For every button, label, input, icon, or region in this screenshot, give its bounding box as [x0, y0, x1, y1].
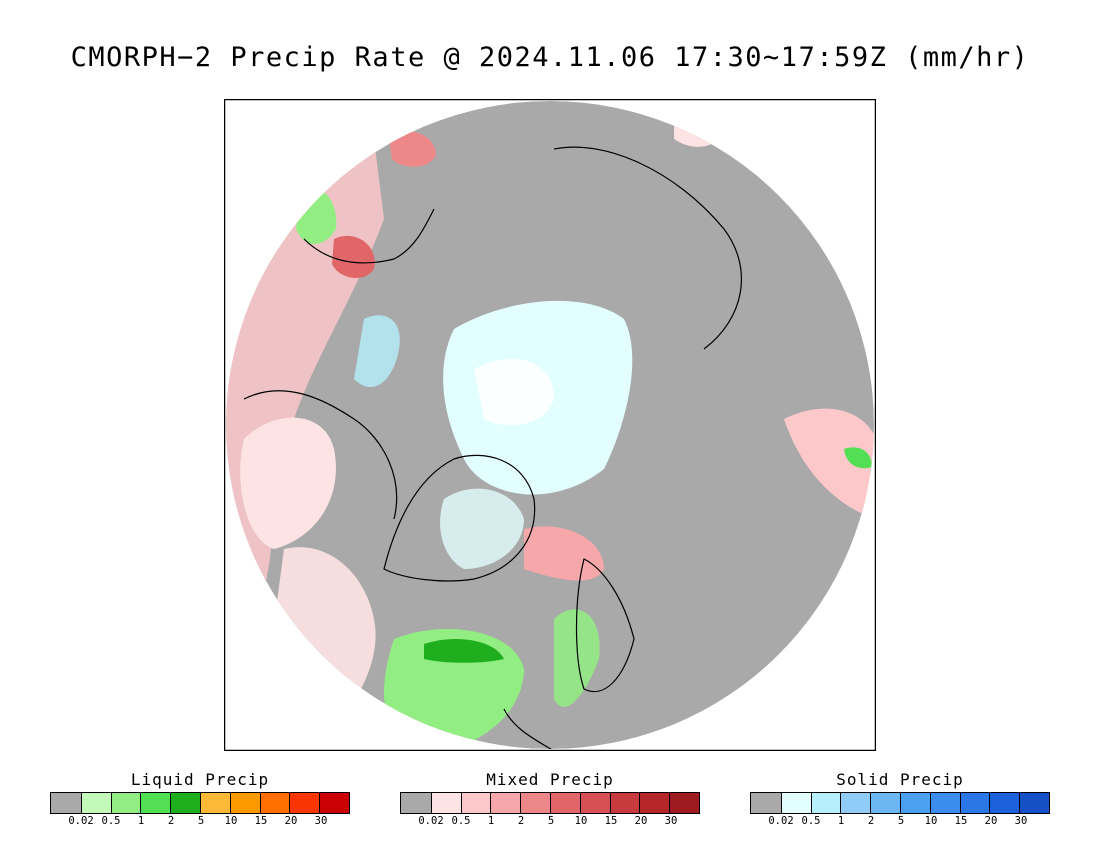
- legend-liquid-tick-label: 10: [224, 815, 238, 827]
- solid-precip-core: [474, 359, 554, 425]
- legend-liquid-swatch: [80, 793, 111, 813]
- legend-mixed-tick-label: 1: [487, 815, 495, 827]
- legend-mixed-ticks: 0.02 0.5 1 2 5 10 15 20 30: [400, 815, 700, 829]
- precip-map: [224, 99, 876, 751]
- liquid-precip-band: [424, 639, 504, 663]
- legend-mixed-swatch: [401, 793, 431, 813]
- legend-liquid-tick-label: 2: [167, 815, 175, 827]
- legend-mixed-swatch: [609, 793, 640, 813]
- legend-liquid-swatch: [259, 793, 290, 813]
- mixed-precip-region-east: [784, 408, 874, 519]
- legend-liquid-tick-label: 30: [314, 815, 328, 827]
- legend-liquid-tick-label: 0.02: [68, 815, 94, 827]
- legend-liquid-swatch: [51, 793, 81, 813]
- mixed-precip-cell-alaska: [332, 235, 375, 279]
- legend-mixed: Mixed Precip 0.02 0.5 1 2 5 10 15 20 30: [400, 770, 700, 829]
- legend-mixed-colorbar: [400, 792, 700, 814]
- legend-liquid-swatch: [140, 793, 171, 813]
- page-title: CMORPH−2 Precip Rate @ 2024.11.06 17:30∼…: [70, 42, 1030, 73]
- legend-liquid-swatch: [229, 793, 260, 813]
- legend-solid-tick-label: 5: [897, 815, 905, 827]
- legend-liquid-colorbar: [50, 792, 350, 814]
- map-frame-border: [224, 99, 876, 751]
- legend-liquid-swatch: [170, 793, 200, 813]
- legend-solid-swatch: [751, 793, 781, 813]
- liquid-precip-cell-east: [844, 447, 872, 469]
- legend-solid-swatch: [870, 793, 900, 813]
- legend-liquid-swatch: [289, 793, 320, 813]
- legend-liquid-tick-label: 0.5: [101, 815, 121, 827]
- legend-liquid-swatch: [110, 793, 141, 813]
- precip-field: [226, 101, 874, 749]
- legend-solid-swatch: [810, 793, 841, 813]
- coastline-siberia: [553, 146, 743, 350]
- legend-solid-swatch: [959, 793, 990, 813]
- legend-solid-tick-label: 0.02: [768, 815, 794, 827]
- legend-liquid-swatch: [199, 793, 230, 813]
- liquid-precip-region-scandinavia: [554, 609, 600, 707]
- legend-mixed-swatch: [520, 793, 550, 813]
- legend-solid-colorbar: [750, 792, 1050, 814]
- legend-mixed-tick-label: 15: [604, 815, 618, 827]
- legend-solid-tick-label: 20: [984, 815, 998, 827]
- legend-mixed-swatch: [549, 793, 580, 813]
- legend-solid-swatch: [989, 793, 1020, 813]
- legend-mixed-swatch: [639, 793, 670, 813]
- legend-liquid-title: Liquid Precip: [130, 770, 270, 789]
- map-panel: [224, 99, 876, 751]
- legend-solid-ticks: 0.02 0.5 1 2 5 10 15 20 30: [750, 815, 1050, 829]
- mixed-precip-region-norway-sea: [524, 526, 604, 581]
- legend-solid: Solid Precip 0.02 0.5 1 2 5 10 15 20 30: [750, 770, 1050, 829]
- legend-mixed-tick-label: 2: [517, 815, 525, 827]
- mixed-precip-region-hudson: [240, 417, 336, 549]
- legend-liquid-tick-label: 1: [137, 815, 145, 827]
- legend-liquid-tick-label: 20: [284, 815, 298, 827]
- solid-precip-region-canada: [354, 315, 400, 388]
- legend-solid-title: Solid Precip: [836, 770, 964, 789]
- legend-solid-swatch: [840, 793, 871, 813]
- legend-solid-swatch: [780, 793, 811, 813]
- legend-mixed-tick-label: 20: [634, 815, 648, 827]
- legend-mixed-tick-label: 30: [664, 815, 678, 827]
- legend-liquid-swatch: [319, 793, 349, 813]
- legend-mixed-tick-label: 5: [547, 815, 555, 827]
- coastline-greenland: [383, 454, 536, 582]
- legend-mixed-swatch: [669, 793, 699, 813]
- legend-mixed-swatch: [490, 793, 521, 813]
- coastline-scandinavia: [575, 558, 635, 693]
- legend-liquid: Liquid Precip 0.02 0.5 1 2 5 10 15 20 30: [50, 770, 350, 829]
- legend-mixed-swatch: [430, 793, 461, 813]
- legend-mixed-tick-label: 0.02: [418, 815, 444, 827]
- coastline-british-isles: [503, 708, 555, 749]
- legend-solid-swatch: [899, 793, 930, 813]
- legend-liquid-tick-label: 5: [197, 815, 205, 827]
- legend-solid-tick-label: 15: [954, 815, 968, 827]
- legend-solid-tick-label: 30: [1014, 815, 1028, 827]
- legend-solid-swatch: [1019, 793, 1049, 813]
- legend-mixed-tick-label: 0.5: [451, 815, 471, 827]
- solid-precip-region-greenland: [440, 488, 524, 569]
- legend-solid-swatch: [929, 793, 960, 813]
- legend-mixed-tick-label: 10: [574, 815, 588, 827]
- legend-liquid-ticks: 0.02 0.5 1 2 5 10 15 20 30: [50, 815, 350, 829]
- legend-solid-tick-label: 10: [924, 815, 938, 827]
- coastlines: [243, 146, 743, 749]
- coastline-canada: [243, 390, 398, 520]
- legend-mixed-swatch: [579, 793, 610, 813]
- mixed-precip-cell-north: [389, 131, 436, 167]
- legend-solid-tick-label: 0.5: [801, 815, 821, 827]
- legend-liquid-tick-label: 15: [254, 815, 268, 827]
- legend-solid-tick-label: 1: [837, 815, 845, 827]
- legend-mixed-title: Mixed Precip: [486, 770, 614, 789]
- coastline-alaska: [303, 208, 435, 264]
- legend-solid-tick-label: 2: [867, 815, 875, 827]
- legend-mixed-swatch: [460, 793, 491, 813]
